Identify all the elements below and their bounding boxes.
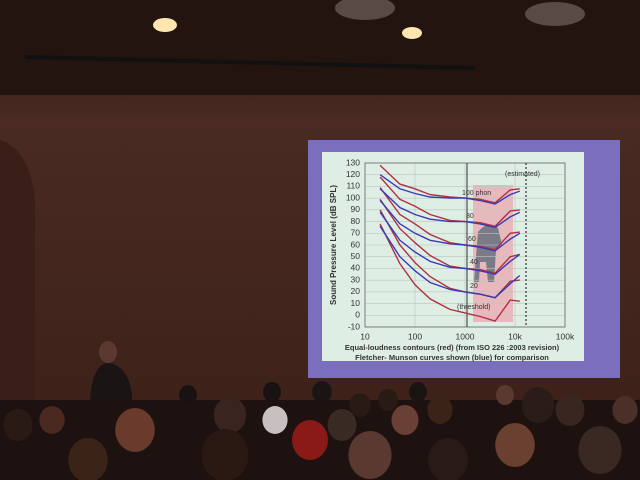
- annotation: 80: [466, 213, 474, 220]
- audience-head: [327, 409, 357, 441]
- audience-head: [68, 438, 108, 480]
- y-axis-label: Sound Pressure Level (dB SPL): [329, 185, 338, 305]
- audience-head: [409, 382, 427, 402]
- rail: [24, 55, 476, 70]
- annotation: (threshold): [457, 304, 490, 311]
- audience-head: [312, 381, 332, 403]
- audience-head: [349, 393, 371, 417]
- annotation: 20: [470, 283, 478, 290]
- x-tick-label: 100: [408, 331, 422, 341]
- audience-head: [427, 396, 453, 424]
- y-tick-label: 0: [355, 310, 360, 320]
- y-tick-label: 90: [351, 204, 361, 214]
- audience-head: [578, 426, 622, 474]
- y-tick-label: 100: [346, 192, 360, 202]
- audience-head: [348, 431, 392, 479]
- doorway: [0, 140, 35, 400]
- y-tick-label: 40: [351, 263, 361, 273]
- audience-head: [428, 438, 468, 480]
- plot-frame: [364, 162, 566, 328]
- y-tick-label: 130: [346, 157, 360, 167]
- annotation: 60: [468, 236, 476, 243]
- annotation: 40: [470, 259, 478, 266]
- audience-head: [391, 405, 419, 435]
- y-tick-label: -10: [348, 321, 361, 331]
- y-tick-label: 10: [351, 298, 361, 308]
- y-tick-label: 20: [351, 286, 361, 296]
- y-tick-label: 30: [351, 274, 361, 284]
- audience-head: [292, 420, 328, 460]
- y-tick-label: 50: [351, 251, 361, 261]
- audience-head: [521, 387, 555, 423]
- caption: Equal-loudness contours (red) (from ISO …: [345, 343, 560, 352]
- contour-line: [379, 223, 520, 322]
- x-tick-label: 10k: [508, 331, 522, 341]
- audience: [0, 381, 640, 480]
- audience-head: [3, 409, 33, 441]
- audience-head: [115, 408, 155, 452]
- audience-head: [179, 385, 197, 405]
- annotation: (estimated): [505, 171, 540, 178]
- light: [402, 27, 422, 39]
- audience-head: [39, 406, 65, 434]
- elephant: [474, 224, 502, 282]
- annotation: 100 phon: [462, 190, 491, 197]
- contour-line: [379, 174, 521, 205]
- contour-line: [379, 200, 521, 252]
- y-tick-label: 60: [351, 239, 361, 249]
- x-tick-label: 100k: [556, 331, 575, 341]
- audience-head: [612, 396, 638, 424]
- contour-line: [379, 211, 521, 276]
- lamp: [525, 2, 585, 26]
- audience-head: [262, 406, 288, 434]
- y-tick-label: 70: [351, 228, 361, 238]
- head: [99, 341, 117, 363]
- caption: Fletcher- Munson curves shown (blue) for…: [355, 353, 549, 362]
- audience-head: [496, 385, 514, 405]
- y-tick-label: 80: [351, 216, 361, 226]
- light: [153, 18, 177, 32]
- y-tick-label: 120: [346, 169, 360, 179]
- x-tick-label: 10: [360, 331, 370, 341]
- contour-line: [379, 188, 521, 229]
- audience-head: [378, 389, 398, 411]
- audience-head: [201, 429, 249, 480]
- audience-head: [495, 423, 535, 467]
- y-tick-label: 110: [346, 181, 360, 191]
- contour-line: [379, 225, 521, 299]
- audience-head: [555, 394, 585, 426]
- audience-head: [263, 382, 281, 402]
- audience-head: [213, 397, 247, 433]
- x-tick-label: 1000: [456, 331, 475, 341]
- lamp: [335, 0, 395, 20]
